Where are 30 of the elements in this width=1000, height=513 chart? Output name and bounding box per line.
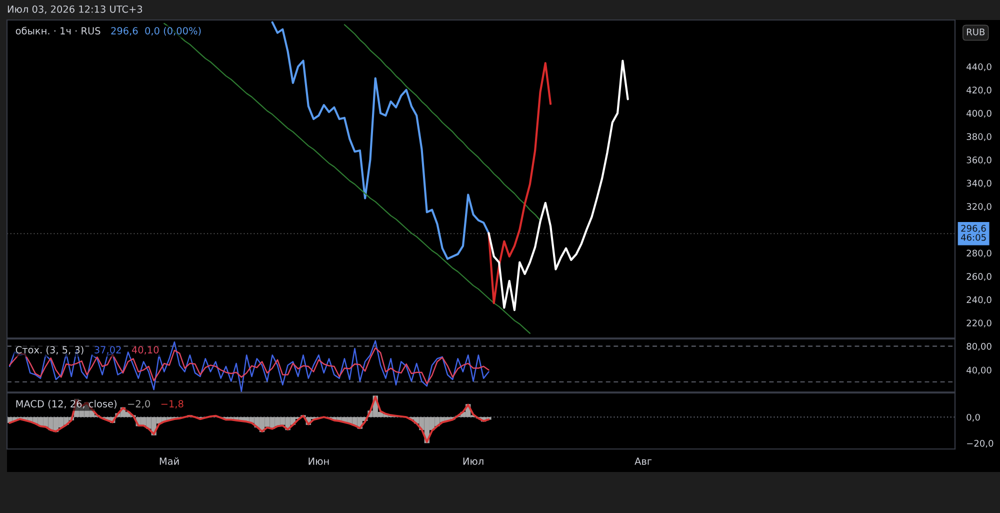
y-tick-label: 260,0 bbox=[966, 272, 992, 281]
series-label: 37,02 bbox=[94, 346, 121, 354]
ref-line-label: 296,6 46:05 bbox=[960, 224, 986, 241]
text: MACD (12, 26, close) bbox=[16, 400, 116, 409]
text: обыкн. · 1ч · RUS bbox=[16, 26, 100, 34]
y-tick-label: 360,0 bbox=[966, 156, 992, 164]
y-tick-label: 40,00 bbox=[966, 366, 992, 374]
series-label: −1,8 bbox=[161, 400, 184, 408]
text: Июл 03, 2026 12:13 UTC+3 bbox=[8, 5, 142, 14]
y-tick-label: 0,0 bbox=[966, 414, 980, 422]
y-tick-label: 240,0 bbox=[966, 296, 992, 304]
y-axis-title: RUB bbox=[966, 28, 985, 36]
x-tick-label: Авг bbox=[634, 458, 652, 465]
text: 296,6 0,0 (0,00%) bbox=[111, 26, 201, 36]
y-tick-label: 320,0 bbox=[966, 203, 992, 211]
y-tick-label: 80,00 bbox=[966, 342, 992, 351]
y-tick-label: 280,0 bbox=[966, 250, 992, 258]
y-tick-label: 340,0 bbox=[966, 180, 992, 188]
x-tick-label: Июн bbox=[308, 458, 329, 465]
y-tick-label: 400,0 bbox=[966, 110, 992, 118]
text: Стох. (3, 5, 3) bbox=[16, 346, 84, 355]
series-label: −2,0 bbox=[128, 400, 150, 408]
y-tick-label: 380,0 bbox=[966, 133, 992, 141]
y-tick-label: 420,0 bbox=[966, 86, 992, 94]
series-label: 40,10 bbox=[132, 346, 159, 354]
y-tick-label: −20,0 bbox=[967, 440, 994, 448]
y-tick-label: 220,0 bbox=[966, 320, 992, 328]
y-tick-label: 440,0 bbox=[966, 63, 992, 72]
x-tick-label: Июл bbox=[463, 458, 484, 465]
x-tick-label: Май bbox=[160, 457, 179, 465]
